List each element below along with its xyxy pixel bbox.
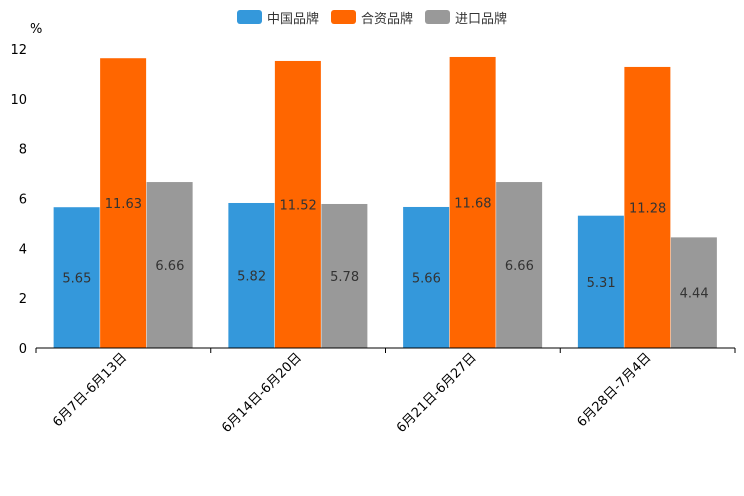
y-tick-label: 2 (19, 292, 27, 307)
y-tick-label: 0 (19, 342, 27, 357)
legend: 中国品牌 合资品牌 进口品牌 (0, 7, 744, 27)
data-label: 11.52 (280, 198, 317, 213)
y-tick-label: 8 (19, 143, 27, 158)
data-label: 6.66 (155, 259, 184, 274)
x-tick-label: 6月21日-6月27日 (394, 350, 480, 436)
bar[interactable] (321, 203, 368, 348)
y-tick-label: 4 (19, 242, 27, 257)
data-label: 5.78 (330, 270, 359, 285)
legend-label-joint-brand: 合资品牌 (360, 11, 413, 27)
bar[interactable] (624, 66, 671, 348)
bar-group (53, 56, 717, 349)
x-tick-label: 6月14日-6月20日 (219, 350, 305, 436)
bar[interactable] (53, 207, 100, 348)
data-label: 5.82 (237, 269, 266, 284)
y-tick-label: 6 (19, 193, 27, 208)
y-axis-unit-label: % (30, 22, 42, 37)
legend-swatch-import-brand (425, 10, 450, 24)
bar[interactable] (403, 206, 450, 348)
data-label: 5.65 (62, 272, 91, 287)
legend-item-import-brand[interactable]: 进口品牌 (425, 8, 507, 27)
x-tick-label: 6月28日-7月4日 (575, 350, 655, 430)
bar[interactable] (449, 56, 496, 349)
y-tick-label: 12 (10, 43, 27, 58)
bar[interactable] (146, 182, 193, 348)
bar[interactable] (274, 60, 321, 349)
legend-item-china-brand[interactable]: 中国品牌 (236, 8, 319, 27)
legend-swatch-china-brand (236, 10, 262, 24)
data-label: 11.68 (454, 196, 491, 211)
x-tick-label: 6月7日-6月13日 (50, 350, 130, 430)
data-label: 6.66 (505, 259, 534, 274)
y-axis: 0 2 4 6 8 10 12 (10, 43, 27, 357)
data-label: 5.66 (412, 271, 441, 286)
bar[interactable] (100, 58, 147, 348)
data-label: 4.44 (680, 287, 709, 302)
bar[interactable] (670, 237, 717, 348)
bar[interactable] (228, 202, 275, 348)
data-label: 5.31 (587, 276, 616, 291)
x-axis: 6月7日-6月13日 6月14日-6月20日 6月21日-6月27日 6月28日-7月… (35, 348, 736, 436)
bar[interactable] (496, 182, 543, 348)
data-label: 11.28 (629, 201, 666, 216)
legend-swatch-joint-brand (330, 10, 356, 24)
data-label: 11.63 (105, 197, 142, 212)
legend-item-joint-brand[interactable]: 合资品牌 (330, 8, 413, 27)
bar[interactable] (577, 215, 624, 348)
value-labels: 5.65 11.63 6.66 5.82 11.52 5.78 5.66 11.68 6.66 5… (62, 196, 708, 301)
legend-label-import-brand: 进口品牌 (455, 11, 508, 27)
y-tick-label: 10 (10, 93, 27, 108)
legend-label-china-brand: 中国品牌 (266, 11, 319, 27)
